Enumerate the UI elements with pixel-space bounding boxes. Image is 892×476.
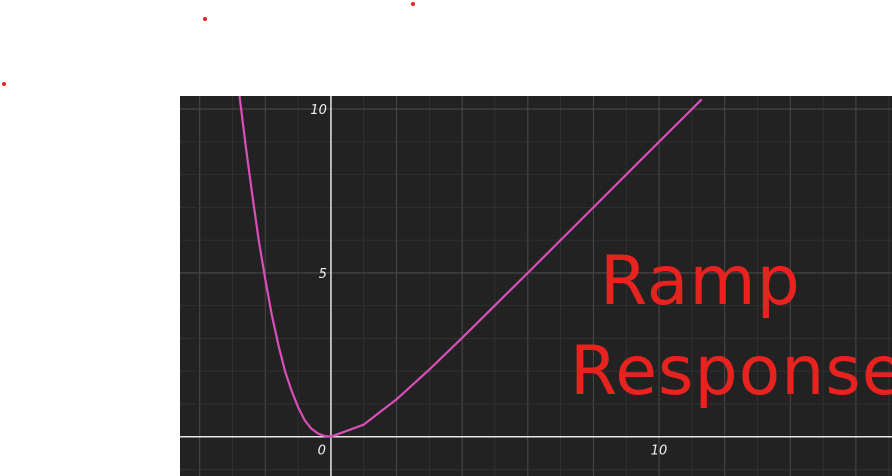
annotation-ramp: Ramp xyxy=(600,242,801,321)
stray-dot xyxy=(203,17,207,21)
ramp-response-plot: 0 10 5 10 Ramp Response xyxy=(180,96,892,476)
stray-dot xyxy=(2,82,6,86)
tick-labels: 0 10 5 10 xyxy=(310,103,667,459)
tick-label: 10 xyxy=(651,444,668,459)
series-line xyxy=(238,96,703,438)
tick-label: 0 xyxy=(318,444,326,459)
stray-dot xyxy=(411,2,415,6)
axes xyxy=(180,96,892,476)
annotation-response: Response xyxy=(570,332,892,411)
tick-label: 5 xyxy=(319,267,327,282)
tick-label: 10 xyxy=(310,103,327,118)
grid xyxy=(180,96,892,476)
plot-background xyxy=(180,96,892,476)
